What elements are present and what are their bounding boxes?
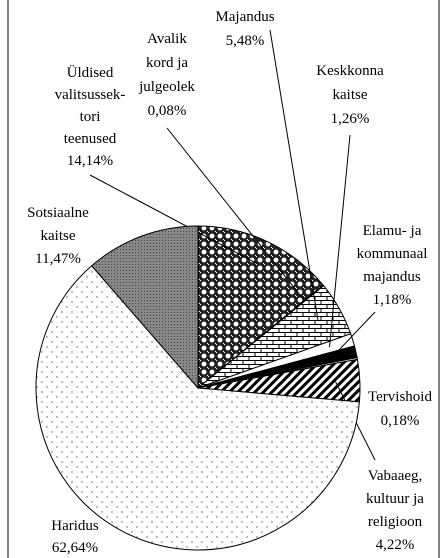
- slice-label: Avalik kord ja julgeolek: [138, 31, 195, 95]
- slice-label: Tervishoid: [368, 389, 432, 405]
- leader-line: [331, 311, 376, 358]
- value-label: 1,18%: [373, 292, 412, 308]
- slice-label: Üldised valitsussek-tori teenused: [55, 64, 126, 147]
- slice-label: Elamu- ja kommunaal majandus: [357, 223, 428, 285]
- slice-label: Sotsiaalne kaitse: [27, 205, 89, 244]
- value-label: 1,26%: [331, 111, 370, 127]
- slice-label: Haridus: [51, 518, 99, 534]
- value-label: 4,22%: [376, 537, 415, 553]
- slice-label: Vabaaeg, kultuur ja religioon: [366, 468, 424, 530]
- slice-label: Keskkonna kaitse: [316, 63, 384, 103]
- value-label: 14,14%: [67, 153, 113, 169]
- leader-line: [269, 29, 319, 321]
- pie-slice: [35, 265, 360, 551]
- value-label: 5,48%: [226, 33, 265, 49]
- pie-slice: [197, 225, 324, 390]
- pie-slice: [90, 225, 199, 390]
- leader-line: [89, 174, 258, 264]
- slice-label: Majandus: [215, 9, 274, 25]
- value-label: 0,08%: [148, 103, 187, 119]
- value-label: 62,64%: [52, 540, 98, 556]
- value-label: 11,47%: [35, 251, 81, 267]
- value-label: 0,18%: [381, 413, 420, 429]
- leader-line: [166, 127, 305, 302]
- leader-line: [328, 134, 351, 348]
